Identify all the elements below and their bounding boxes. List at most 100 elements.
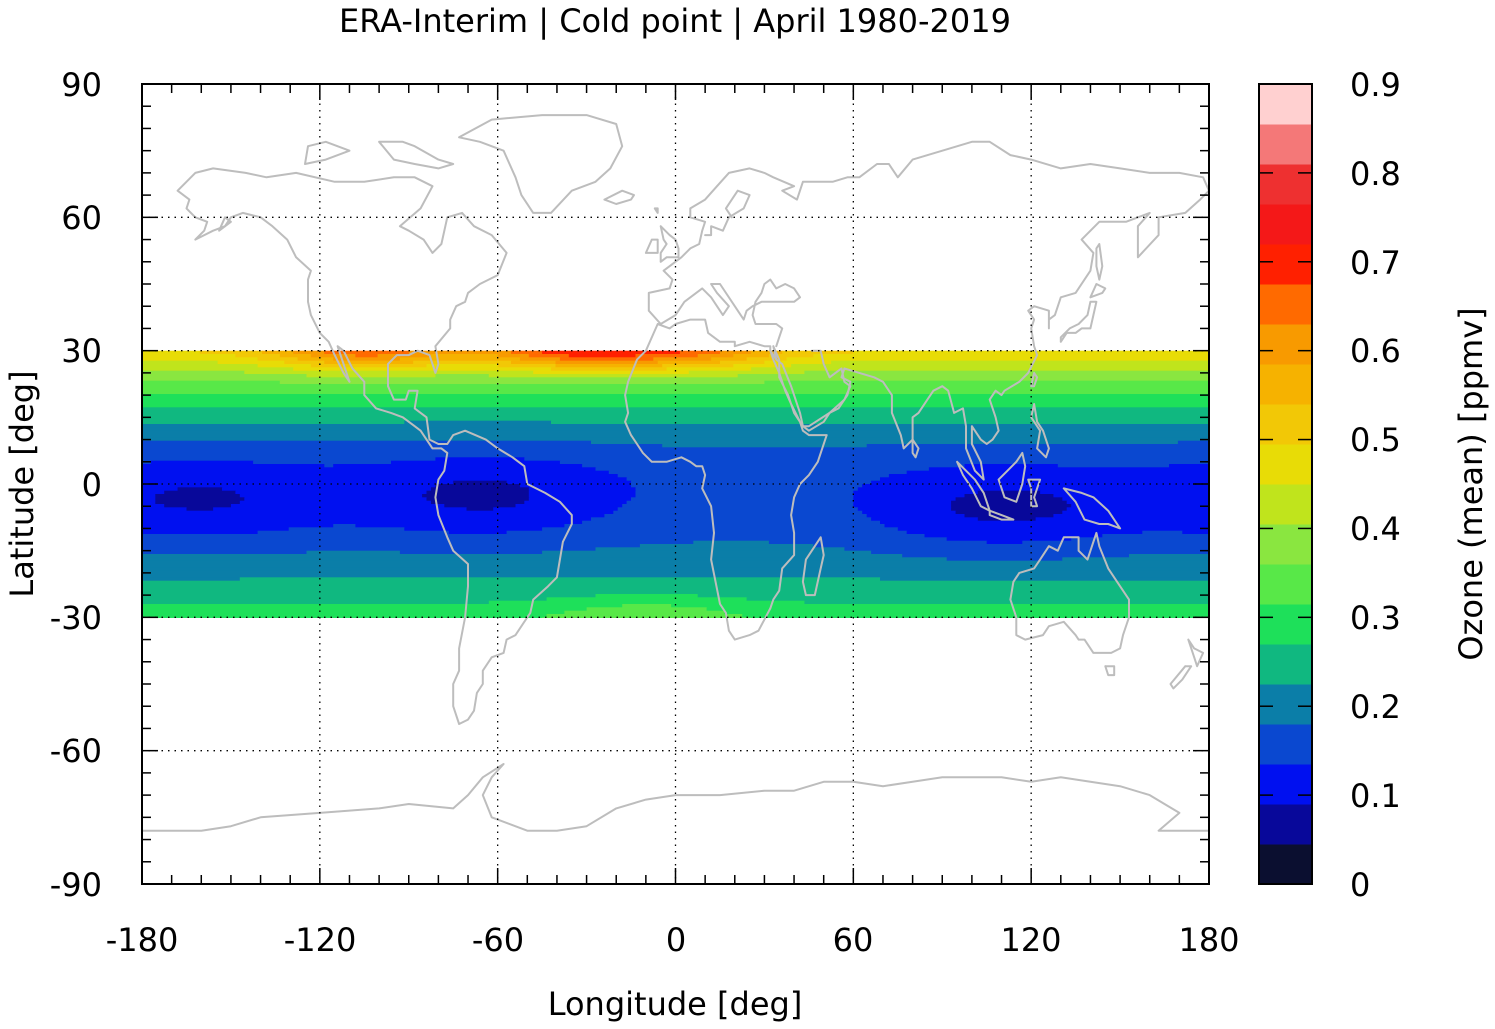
field-cell: [142, 547, 597, 552]
colorbar-tick-label: 0.6: [1350, 332, 1401, 370]
colorbar-band: [1259, 524, 1312, 565]
field-cell: [639, 544, 814, 548]
field-cell: [888, 474, 1209, 478]
field-cell: [142, 467, 597, 472]
field-cell: [230, 504, 445, 508]
field-cell: [564, 524, 886, 528]
colorbar-band: [1259, 684, 1312, 725]
field-cell: [626, 500, 854, 505]
field-cell: [142, 444, 663, 448]
field-cell: [528, 487, 637, 492]
field-cell: [426, 364, 499, 368]
field-cell: [284, 360, 325, 365]
field-cell: [768, 540, 988, 545]
field-cell: [782, 350, 854, 355]
field-cell: [297, 357, 334, 362]
field-cell: [631, 497, 854, 502]
field-cell: [604, 514, 868, 518]
field-cell: [142, 560, 1209, 565]
field-cell: [519, 484, 632, 488]
field-cell: [355, 524, 565, 528]
field-cell: [142, 410, 1209, 415]
y-tick-label: 60: [61, 199, 102, 237]
field-cell: [142, 494, 156, 498]
field-cell: [511, 350, 543, 355]
coastline: [1089, 283, 1107, 299]
coastline: [1187, 638, 1205, 668]
colorbar-frame: [1258, 83, 1313, 885]
coastline: [704, 189, 751, 237]
coastline: [176, 167, 573, 725]
field-cell: [635, 354, 699, 358]
field-cell: [871, 517, 979, 522]
field-cell: [324, 360, 414, 365]
field-cell: [164, 504, 232, 508]
coastline: [378, 140, 455, 170]
field-cell: [142, 604, 623, 608]
field-cell: [426, 490, 530, 495]
field-cell: [142, 417, 1209, 422]
field-cell: [142, 580, 1209, 585]
colorbar-tick-label: 0.9: [1350, 66, 1401, 104]
field-cell: [720, 350, 752, 355]
coastline: [1095, 243, 1104, 281]
x-tick-labels: -180 -120 -60 0 60 120 180: [106, 921, 1240, 959]
field-cell: [142, 610, 565, 615]
field-cell: [551, 420, 1209, 425]
field-cell: [1062, 510, 1209, 515]
field-cell: [1102, 534, 1209, 538]
field-cell: [142, 480, 454, 485]
y-axis-label: Latitude [deg]: [3, 370, 41, 597]
colorbar-band: [1259, 284, 1312, 325]
field-cell: [142, 587, 1209, 592]
field-cell: [724, 610, 1209, 615]
field-cell: [595, 467, 930, 472]
field-cell: [142, 390, 1209, 395]
colorbar-tick-label: 0.8: [1350, 155, 1401, 193]
field-cell: [186, 507, 214, 512]
field-cell: [399, 550, 543, 555]
field-cell: [733, 354, 770, 358]
grid-lines: [142, 84, 1209, 884]
colorbar-band: [1259, 204, 1312, 245]
field-cell: [653, 357, 712, 362]
field-cell: [617, 474, 890, 478]
field-cell: [711, 357, 748, 362]
field-cell: [542, 617, 752, 618]
field-cell: [946, 537, 1072, 542]
colorbar-tick-label: 0: [1350, 866, 1370, 904]
field-cell: [142, 517, 592, 522]
field-cell: [506, 480, 632, 485]
field-cell: [391, 460, 561, 465]
colorbar-tick-label: 0.2: [1350, 688, 1401, 726]
field-cell: [524, 457, 1209, 462]
field-cell: [142, 484, 436, 488]
field-cell: [142, 384, 1209, 388]
colorbar-band: [1259, 844, 1312, 885]
field-cell: [1071, 537, 1209, 542]
field-cell: [142, 370, 245, 375]
y-tick-label: 90: [61, 66, 102, 104]
colorbar-label: Ozone (mean) [ppmv]: [1452, 307, 1490, 660]
y-tick-label: -90: [50, 866, 102, 904]
coastline: [1030, 403, 1050, 459]
field-cell: [928, 467, 1209, 472]
field-cell: [786, 357, 1209, 362]
field-cell: [964, 494, 1054, 498]
field-cell: [951, 504, 1072, 508]
field-cell: [142, 430, 1209, 435]
field-cell: [591, 440, 1179, 445]
field-cell: [515, 504, 623, 508]
field-cell: [333, 524, 356, 528]
x-axis-label: Longitude [deg]: [548, 985, 803, 1023]
field-cell: [568, 354, 637, 358]
field-cell: [1142, 530, 1183, 535]
field-cell: [853, 504, 952, 508]
colorbar-band: [1259, 124, 1312, 165]
field-cell: [613, 510, 863, 515]
field-cell: [142, 527, 290, 532]
field-cell: [142, 550, 308, 555]
field-cell: [257, 530, 450, 535]
field-cell: [142, 597, 548, 602]
field-cell: [1040, 490, 1209, 495]
